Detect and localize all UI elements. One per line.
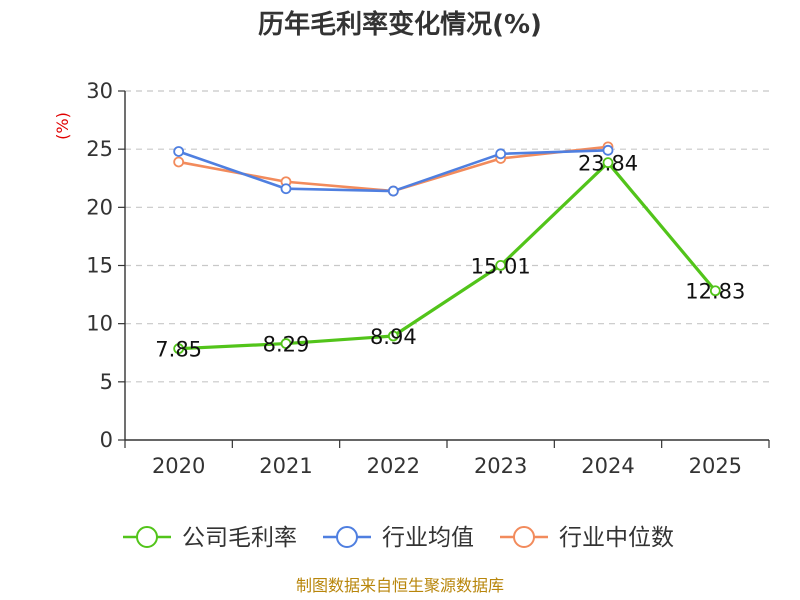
x-tick-label-2022: 2022 — [367, 454, 420, 478]
y-tick-label-20: 20 — [86, 195, 113, 219]
legend: 公司毛利率 行业均值 行业中位数 — [123, 525, 674, 551]
x-axis-ticks: 2020 2021 2022 2023 2024 2025 — [124, 440, 770, 478]
legend-item-0: 公司毛利率 — [123, 525, 297, 551]
data-label-2023: 15.01 — [471, 254, 531, 278]
x-tick-label-2025: 2025 — [689, 454, 742, 478]
y-axis-ticks: 0 5 10 15 20 25 30 — [86, 79, 125, 452]
series-line-1 — [178, 149, 609, 193]
x-tick-label-2023: 2023 — [474, 454, 527, 478]
chart-title: 历年毛利率变化情况(%) — [258, 9, 542, 40]
data-point-0-2023 — [495, 259, 507, 271]
series-layer — [173, 141, 721, 355]
data-point-0-2022 — [387, 330, 399, 342]
data-label-2024: 23.84 — [578, 152, 638, 176]
y-tick-label-10: 10 — [86, 312, 113, 336]
source-note: 制图数据来自恒生聚源数据库 — [296, 576, 504, 595]
y-tick-label-15: 15 — [86, 254, 113, 278]
data-point-0-2021 — [280, 338, 292, 349]
x-tick-label-2021: 2021 — [259, 454, 312, 478]
y-tick-label-30: 30 — [86, 79, 113, 103]
data-point-1-2021 — [280, 183, 292, 195]
data-point-2-2020 — [173, 156, 185, 168]
legend-marker-1 — [336, 526, 358, 548]
gridlines — [125, 90, 769, 383]
data-point-0-2025 — [709, 285, 721, 297]
legend-item-2: 行业中位数 — [500, 525, 674, 551]
y-axis-unit-label: (%) — [53, 112, 72, 140]
series-1 — [173, 144, 614, 197]
legend-marker-2 — [513, 526, 535, 548]
data-labels: 7.85 8.29 8.94 15.01 23.84 12.83 — [155, 152, 745, 362]
series-0 — [173, 157, 721, 355]
data-point-1-2024 — [602, 144, 614, 156]
data-label-2025: 12.83 — [685, 280, 745, 304]
data-point-1-2023 — [495, 148, 507, 160]
data-label-2021: 8.29 — [263, 333, 310, 357]
y-tick-label-5: 5 — [100, 370, 113, 394]
legend-item-1: 行业均值 — [323, 525, 474, 551]
y-tick-label-25: 25 — [86, 137, 113, 161]
legend-label-2: 行业中位数 — [559, 525, 674, 551]
data-point-1-2022 — [387, 185, 399, 197]
legend-label-1: 行业均值 — [382, 525, 474, 551]
data-label-2022: 8.94 — [370, 325, 417, 349]
y-tick-label-0: 0 — [100, 428, 113, 452]
series-line-0 — [178, 161, 717, 351]
legend-marker-0 — [136, 526, 158, 548]
data-label-2020: 7.85 — [155, 338, 202, 362]
data-point-0-2020 — [173, 343, 185, 355]
legend-label-0: 公司毛利率 — [182, 525, 297, 551]
x-tick-label-2024: 2024 — [581, 454, 634, 478]
x-tick-label-2020: 2020 — [152, 454, 205, 478]
data-point-1-2020 — [173, 146, 185, 157]
data-point-0-2024 — [602, 157, 614, 169]
